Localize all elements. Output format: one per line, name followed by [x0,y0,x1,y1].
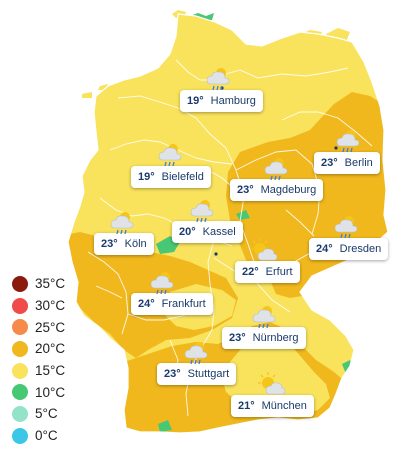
city-label-frankfurt[interactable]: 24° Frankfurt [131,293,213,315]
city-label-dresden[interactable]: 24° Dresden [309,238,389,260]
temperature-legend: 35°C 30°C 25°C 20°C 15°C 10°C 5°C 0°C [12,273,65,447]
city-name: Berlin [344,157,373,169]
city-temp: 20° [179,226,196,238]
legend-item-0: 0°C [12,425,65,447]
legend-item-30: 30°C [12,295,65,317]
city-label-koeln[interactable]: 23° Köln [94,233,154,255]
legend-swatch [12,362,28,379]
city-label-erfurt[interactable]: 22° Erfurt [235,261,300,283]
legend-label: 30°C [35,298,66,314]
city-temp: 19° [138,171,155,183]
cloud-sun-rain-icon [190,200,214,223]
city-label-magdeburg[interactable]: 23° Magdeburg [230,179,324,201]
sun-cloud-icon [258,372,286,395]
legend-swatch [12,275,28,292]
cloud-sun-rain-icon [150,272,174,295]
legend-item-5: 5°C [12,403,65,425]
city-temp: 24° [138,298,155,310]
legend-label: 10°C [35,384,66,400]
city-name: Erfurt [265,266,293,278]
legend-item-20: 20°C [12,338,65,360]
legend-label: 5°C [35,406,58,422]
city-temp: 23° [164,368,181,380]
cloud-sun-rain-icon [206,68,230,91]
cloud-sun-rain-icon [158,144,182,167]
city-name: Hamburg [210,95,256,107]
legend-swatch [12,297,28,314]
city-name: Nürnberg [252,332,299,344]
legend-label: 15°C [35,363,66,379]
berlin-marker [334,146,338,150]
city-label-muenchen[interactable]: 21° München [231,395,314,417]
cloud-sun-rain-icon [184,342,208,365]
legend-label: 20°C [35,341,66,357]
country-outline [67,13,389,434]
cloud-sun-rain-icon [264,158,288,181]
erfurt-marker [214,252,218,256]
city-temp: 23° [237,184,254,196]
city-temp: 23° [321,157,338,169]
city-name: Frankfurt [161,298,206,310]
legend-label: 25°C [35,319,66,335]
city-temp: 23° [229,332,246,344]
temp-band-10-harz [236,210,250,220]
city-name: Magdeburg [260,184,317,196]
legend-swatch [12,384,28,401]
city-temp: 23° [101,238,118,250]
legend-swatch [12,340,28,357]
legend-item-10: 10°C [12,381,65,403]
city-name: Kassel [202,226,236,238]
city-label-bielefeld[interactable]: 19° Bielefeld [131,166,211,188]
city-temp: 22° [242,266,259,278]
city-name: Dresden [339,243,382,255]
city-name: München [261,400,307,412]
city-label-stuttgart[interactable]: 23° Stuttgart [157,363,237,385]
cloud-sun-rain-icon [336,130,360,153]
cloud-sun-rain-icon [252,306,276,329]
cloud-sun-rain-icon [334,216,358,239]
city-label-berlin[interactable]: 23° Berlin [314,152,380,174]
city-name: Bielefeld [161,171,204,183]
city-temp: 24° [316,243,333,255]
city-label-nuernberg[interactable]: 23° Nürnberg [222,327,306,349]
legend-item-15: 15°C [12,360,65,382]
legend-label: 0°C [35,428,58,444]
legend-swatch [12,319,28,336]
city-name: Stuttgart [187,368,230,380]
cloud-sun-rain-icon [110,212,134,235]
sun-cloud-icon [250,238,278,261]
legend-item-25: 25°C [12,316,65,338]
city-label-kassel[interactable]: 20° Kassel [172,221,243,243]
legend-swatch [12,405,28,422]
city-label-hamburg[interactable]: 19° Hamburg [180,90,263,112]
city-temp: 19° [187,95,204,107]
temp-band-15-bavaria [222,336,330,414]
legend-swatch [12,427,28,444]
legend-item-35: 35°C [12,273,65,295]
city-temp: 21° [238,400,255,412]
city-name: Köln [124,238,147,250]
temp-band-10-alps [158,420,172,432]
legend-label: 35°C [35,276,66,292]
